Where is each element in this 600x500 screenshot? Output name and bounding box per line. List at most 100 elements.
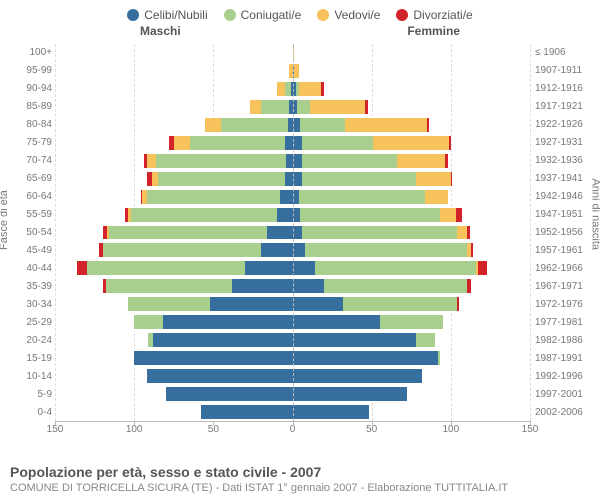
y-right-label: 1922-1926 [535, 120, 600, 130]
bar-segment-female [380, 313, 443, 331]
y-left-label: 95-99 [0, 66, 52, 76]
bar-segment-male [261, 98, 290, 116]
bar-segment-male [285, 170, 293, 188]
bar-segment-male [174, 134, 190, 152]
bar-segment-female [293, 134, 303, 152]
y-right-label: 1977-1981 [535, 318, 600, 328]
bar-segment-male [87, 259, 245, 277]
y-left-label: 75-79 [0, 138, 52, 148]
bar-segment-male [134, 349, 292, 367]
bar-segment-male [147, 152, 157, 170]
y-right-labels: ≤ 19061907-19111912-19161917-19211922-19… [535, 44, 600, 422]
population-pyramid-chart: Celibi/NubiliConiugati/eVedovi/eDivorzia… [0, 0, 600, 500]
bar-segment-male [232, 277, 292, 295]
y-left-label: 15-19 [0, 354, 52, 364]
y-right-label: 1987-1991 [535, 354, 600, 364]
y-left-label: 10-14 [0, 372, 52, 382]
y-right-label: 1952-1956 [535, 228, 600, 238]
x-tick-label: 100 [126, 424, 143, 435]
plot-area [55, 44, 530, 422]
bar-segment-female [343, 295, 457, 313]
y-left-label: 45-49 [0, 246, 52, 256]
legend: Celibi/NubiliConiugati/eVedovi/eDivorzia… [0, 0, 600, 22]
y-left-label: 35-39 [0, 282, 52, 292]
y-right-label: 1927-1931 [535, 138, 600, 148]
bar-segment-female [293, 295, 344, 313]
x-tick-label: 150 [47, 424, 64, 435]
y-left-labels: 100+95-9990-9485-8980-8475-7970-7465-696… [0, 44, 52, 422]
bar-segment-female [345, 116, 427, 134]
bar-segment-female [302, 224, 457, 242]
bar-segment-male [280, 188, 293, 206]
y-right-label: 1962-1966 [535, 264, 600, 274]
y-left-label: 20-24 [0, 336, 52, 346]
y-left-label: 90-94 [0, 84, 52, 94]
legend-swatch [396, 9, 408, 21]
y-right-label: 1997-2001 [535, 390, 600, 400]
bar-segment-female [457, 295, 459, 313]
bar-segment-male [277, 206, 293, 224]
bar-segment-male [103, 241, 261, 259]
y-left-label: 70-74 [0, 156, 52, 166]
bar-segment-male [147, 367, 293, 385]
bar-segment-female [293, 259, 315, 277]
y-right-label: 1932-1936 [535, 156, 600, 166]
bar-segment-male [134, 313, 163, 331]
bar-segment-female [293, 241, 306, 259]
bar-segment-female [324, 277, 467, 295]
bar-segment-female [294, 62, 299, 80]
bar-segment-female [293, 349, 439, 367]
legend-item: Vedovi/e [317, 8, 380, 22]
y-right-label: 1937-1941 [535, 174, 600, 184]
y-left-label: 60-64 [0, 192, 52, 202]
bar-segment-female [478, 259, 488, 277]
y-left-label: 85-89 [0, 102, 52, 112]
bar-segment-female [425, 188, 447, 206]
y-right-label: 1907-1911 [535, 66, 600, 76]
legend-swatch [127, 9, 139, 21]
bar-segment-female [451, 170, 453, 188]
bar-segment-female [467, 277, 472, 295]
x-tick-label: 0 [290, 424, 296, 435]
y-right-label: 1972-1976 [535, 300, 600, 310]
bar-segment-male [163, 313, 293, 331]
bar-segment-female [427, 116, 429, 134]
bar-segment-female [299, 188, 426, 206]
center-line [293, 44, 294, 421]
bar-segment-female [299, 80, 321, 98]
bar-segment-female [445, 152, 448, 170]
bar-segment-male [147, 188, 280, 206]
bar-segment-male [166, 385, 293, 403]
grid-line [530, 44, 531, 421]
bar-segment-male [153, 331, 292, 349]
legend-swatch [224, 9, 236, 21]
legend-label: Vedovi/e [334, 8, 380, 22]
x-axis-labels: 15010050050100150 [55, 424, 530, 438]
bar-segment-female [302, 152, 397, 170]
bar-segment-female [457, 224, 467, 242]
bar-segment-female [300, 206, 439, 224]
y-left-label: 50-54 [0, 228, 52, 238]
y-right-label: 1957-1961 [535, 246, 600, 256]
bar-segment-female [456, 206, 462, 224]
chart-footer: Popolazione per età, sesso e stato civil… [10, 464, 590, 494]
y-right-label: 1917-1921 [535, 102, 600, 112]
y-right-label: 1947-1951 [535, 210, 600, 220]
y-right-label: 1942-1946 [535, 192, 600, 202]
y-left-label: 5-9 [0, 390, 52, 400]
bar-segment-female [293, 367, 423, 385]
bar-segment-male [156, 152, 286, 170]
y-left-label: 40-44 [0, 264, 52, 274]
bar-segment-male [267, 224, 292, 242]
y-right-label: 1967-1971 [535, 282, 600, 292]
y-left-label: 80-84 [0, 120, 52, 130]
legend-label: Divorziati/e [413, 8, 472, 22]
legend-label: Celibi/Nubili [144, 8, 207, 22]
bar-segment-male [190, 134, 285, 152]
bar-segment-female [416, 331, 435, 349]
y-left-label: 25-29 [0, 318, 52, 328]
bar-segment-female [293, 331, 417, 349]
y-left-label: 55-59 [0, 210, 52, 220]
bar-segment-male [205, 116, 221, 134]
y-left-label: 100+ [0, 48, 52, 58]
